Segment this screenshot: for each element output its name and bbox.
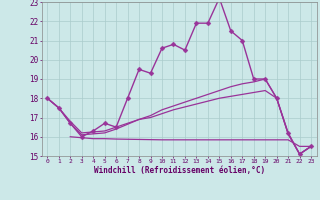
- X-axis label: Windchill (Refroidissement éolien,°C): Windchill (Refroidissement éolien,°C): [94, 166, 265, 175]
